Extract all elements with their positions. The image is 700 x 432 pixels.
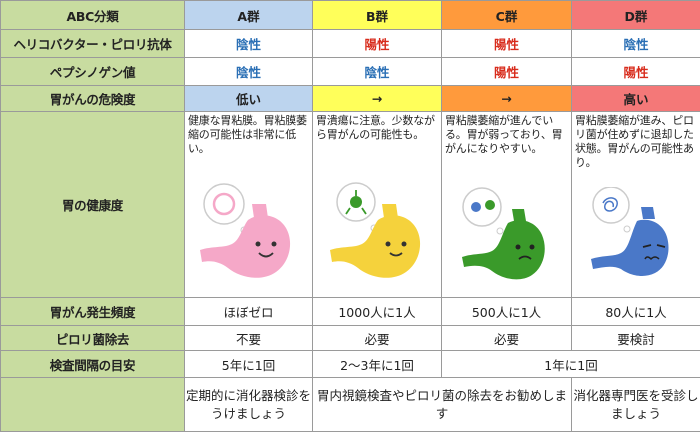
- interval-row: 検査間隔の目安 5年に1回 2～3年に1回 1年に1回: [1, 351, 700, 378]
- eradication-row: ピロリ菌除去 不要 必要 必要 要検討: [1, 326, 700, 351]
- pylori-antibody-a: 陰性: [185, 30, 313, 58]
- eradication-a: 不要: [185, 326, 313, 351]
- frequency-b: 1000人に1人: [313, 298, 442, 326]
- advice-a: 定期的に消化器検診をうけましょう: [185, 378, 313, 432]
- risk-b: →: [313, 86, 442, 112]
- health-cell-b: 胃潰瘍に注意。少数ながら胃がんの可能性も。: [313, 112, 442, 298]
- eradication-b: 必要: [313, 326, 442, 351]
- pepsinogen-d: 陽性: [572, 58, 700, 86]
- advice-row: 定期的に消化器検診をうけましょう 胃内視鏡検査やピロリ菌の除去をお勧めします 消…: [1, 378, 700, 432]
- health-desc-c: 胃粘膜萎縮が進んでいる。胃が弱っており、胃がんになりやすい。: [442, 112, 571, 158]
- corner-header: ABC分類: [1, 1, 185, 30]
- row-label-frequency: 胃がん発生頻度: [1, 298, 185, 326]
- health-cell-c: 胃粘膜萎縮が進んでいる。胃が弱っており、胃がんになりやすい。: [442, 112, 572, 298]
- pylori-antibody-row: ヘリコバクター・ピロリ抗体 陰性 陽性 陽性 陰性: [1, 30, 700, 58]
- header-row: ABC分類 A群 B群 C群 D群: [1, 1, 700, 30]
- advice-d: 消化器専門医を受診しましょう: [572, 378, 700, 432]
- row-label-advice: [1, 378, 185, 432]
- pylori-antibody-b: 陽性: [313, 30, 442, 58]
- bacteria-stomach-icon: [322, 182, 432, 287]
- eradication-c: 必要: [442, 326, 572, 351]
- row-label-interval: 検査間隔の目安: [1, 351, 185, 378]
- health-desc-b: 胃潰瘍に注意。少数ながら胃がんの可能性も。: [313, 112, 441, 144]
- frequency-row: 胃がん発生頻度 ほぼゼロ 1000人に1人 500人に1人 80人に1人: [1, 298, 700, 326]
- pepsinogen-b: 陰性: [313, 58, 442, 86]
- happy-stomach-icon: [194, 182, 304, 287]
- worried-stomach-icon: [452, 187, 562, 287]
- pepsinogen-a: 陰性: [185, 58, 313, 86]
- health-cell-d: 胃粘膜萎縮が進み、ピロリ菌が住めずに退却した状態。胃がんの可能性あり。: [572, 112, 700, 298]
- row-label-eradication: ピロリ菌除去: [1, 326, 185, 351]
- frequency-a: ほぼゼロ: [185, 298, 313, 326]
- row-label-risk: 胃がんの危険度: [1, 86, 185, 112]
- group-a-header: A群: [185, 1, 313, 30]
- advice-bc: 胃内視鏡検査やピロリ菌の除去をお勧めします: [313, 378, 572, 432]
- interval-a: 5年に1回: [185, 351, 313, 378]
- health-desc-a: 健康な胃粘膜。胃粘膜萎縮の可能性は非常に低い。: [185, 112, 312, 158]
- interval-b: 2～3年に1回: [313, 351, 442, 378]
- group-d-header: D群: [572, 1, 700, 30]
- frequency-d: 80人に1人: [572, 298, 700, 326]
- risk-c: →: [442, 86, 572, 112]
- row-label-pylori-antibody: ヘリコバクター・ピロリ抗体: [1, 30, 185, 58]
- interval-cd: 1年に1回: [442, 351, 700, 378]
- pylori-antibody-d: 陰性: [572, 30, 700, 58]
- risk-row: 胃がんの危険度 低い → → 高い: [1, 86, 700, 112]
- health-cell-a: 健康な胃粘膜。胃粘膜萎縮の可能性は非常に低い。: [185, 112, 313, 298]
- frequency-c: 500人に1人: [442, 298, 572, 326]
- pepsinogen-c: 陽性: [442, 58, 572, 86]
- eradication-d: 要検討: [572, 326, 700, 351]
- atrophied-stomach-icon: [581, 187, 691, 287]
- row-label-pepsinogen: ペプシノゲン値: [1, 58, 185, 86]
- risk-a: 低い: [185, 86, 313, 112]
- group-c-header: C群: [442, 1, 572, 30]
- pepsinogen-row: ペプシノゲン値 陰性 陰性 陽性 陽性: [1, 58, 700, 86]
- row-label-health: 胃の健康度: [1, 112, 185, 298]
- pylori-antibody-c: 陽性: [442, 30, 572, 58]
- risk-d: 高い: [572, 86, 700, 112]
- health-row: 胃の健康度 健康な胃粘膜。胃粘膜萎縮の可能性は非常に低い。 胃潰瘍に注意。少数な…: [1, 112, 700, 298]
- health-desc-d: 胃粘膜萎縮が進み、ピロリ菌が住めずに退却した状態。胃がんの可能性あり。: [572, 112, 700, 172]
- group-b-header: B群: [313, 1, 442, 30]
